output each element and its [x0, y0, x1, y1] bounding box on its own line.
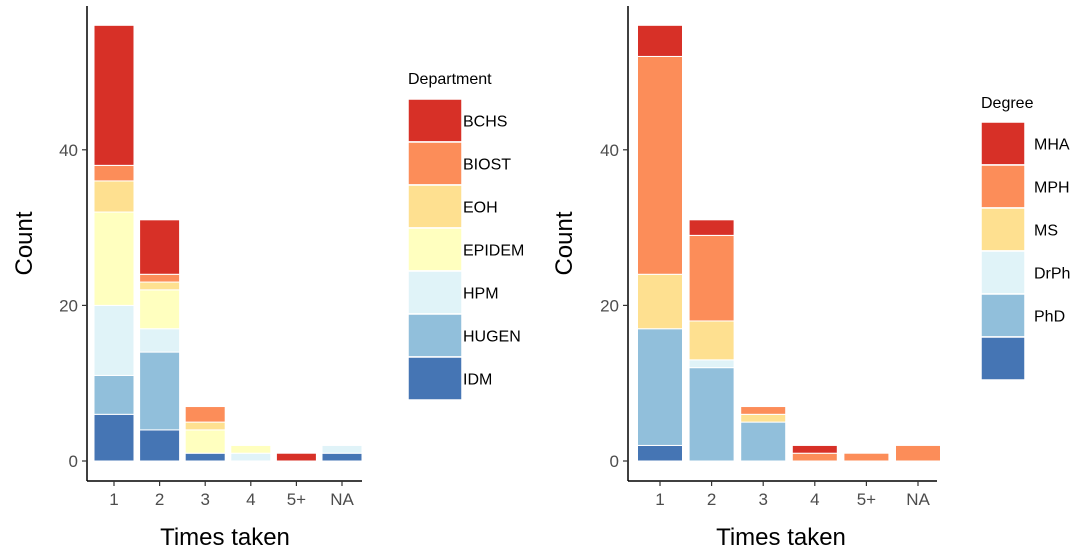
y-tick-label: 0	[610, 452, 619, 471]
legend-key	[407, 141, 463, 186]
x-tick-label: NA	[330, 490, 354, 509]
legend-label: EPIDEM	[463, 243, 524, 260]
bar-segment	[139, 273, 181, 283]
legend-key	[980, 293, 1026, 338]
bar-segment	[275, 452, 317, 462]
legend-key	[980, 121, 1026, 166]
legend-label: PhD	[1034, 309, 1065, 326]
y-axis-title: Count	[551, 211, 578, 275]
legend-key	[980, 207, 1026, 252]
bar-segment	[184, 406, 226, 423]
x-tick-label: 3	[758, 490, 767, 509]
legend-key	[407, 356, 463, 401]
legend-key	[980, 336, 1026, 381]
bar-segment	[637, 24, 683, 57]
bar-segment	[843, 452, 890, 462]
legend-label: BCHS	[463, 114, 507, 131]
bar-segment	[688, 219, 735, 236]
legend: Degree MHA MPH MS DrPh PhD	[980, 95, 1070, 381]
bar-segment	[688, 359, 735, 369]
legend-label: HUGEN	[463, 329, 521, 346]
bar-segment	[637, 55, 683, 275]
bar-segment	[93, 211, 135, 306]
bar-segment	[184, 429, 226, 454]
legend-label: BIOST	[463, 157, 511, 174]
bar-segment	[184, 452, 226, 462]
bar-segment	[321, 444, 363, 454]
legend-key	[980, 164, 1026, 209]
bar-segment	[688, 320, 735, 361]
x-tick-label: 4	[246, 490, 255, 509]
legend-key	[407, 313, 463, 358]
bar-segment	[321, 452, 363, 462]
y-tick-label: 20	[600, 296, 619, 315]
bar-segment	[230, 444, 272, 454]
y-tick-label: 40	[600, 141, 619, 160]
legend: Department BCHS BIOST EOH EPIDEM HPM HUGEN IDM	[407, 71, 524, 401]
legend-label: EOH	[463, 200, 498, 217]
degree-chart-panel: 0 20 40 1 2 3 4 5+ NA Times taken Count Degree MHA MP…	[551, 6, 1070, 551]
legend-label: MS	[1034, 223, 1058, 240]
bar-segment	[139, 351, 181, 431]
bar-segment	[740, 413, 787, 423]
bar-segment	[139, 429, 181, 462]
x-tick-label: 2	[707, 490, 716, 509]
x-tick-label: 1	[655, 490, 664, 509]
x-tick-label: 2	[155, 490, 164, 509]
x-axis-title: Times taken	[716, 524, 846, 551]
bar-segment	[791, 444, 838, 454]
bar-segment	[93, 413, 135, 462]
x-tick-label: 5+	[857, 490, 876, 509]
legend-label: MPH	[1034, 180, 1070, 197]
bar-segment	[93, 24, 135, 166]
bar-segment	[93, 180, 135, 213]
bar-segment	[740, 406, 787, 415]
x-tick-label: 4	[810, 490, 819, 509]
y-tick-label: 0	[69, 452, 78, 471]
y-axis-title: Count	[11, 211, 38, 275]
bar-segment	[93, 374, 135, 415]
x-tick-label: 1	[109, 490, 118, 509]
bar-segment	[184, 421, 226, 431]
legend-title: Degree	[981, 95, 1034, 112]
bar-segment	[791, 452, 838, 462]
x-axis-title: Times taken	[160, 524, 290, 551]
legend-key	[407, 270, 463, 315]
legend-label: DrPh	[1034, 266, 1070, 283]
bar-segment	[688, 367, 735, 462]
x-tick-label: 5+	[287, 490, 306, 509]
legend-key	[407, 227, 463, 272]
bar-segment	[740, 421, 787, 462]
legend-key	[980, 250, 1026, 295]
legend-key	[407, 184, 463, 229]
bar-segment	[637, 328, 683, 446]
bar-segment	[637, 444, 683, 462]
bar-segment	[93, 164, 135, 182]
y-tick-label: 20	[59, 296, 78, 315]
legend-label: HPM	[463, 286, 499, 303]
legend-label: IDM	[463, 372, 492, 389]
department-chart-panel: 0 20 40 1 2 3 4 5+ NA Times taken Count Department B…	[11, 6, 524, 551]
legend-title: Department	[408, 71, 492, 88]
bar-segment	[637, 273, 683, 330]
bar-segment	[139, 289, 181, 330]
bar-segment	[688, 234, 735, 322]
bar-segment	[139, 281, 181, 291]
bar-segment	[895, 444, 941, 462]
legend-label: MHA	[1034, 137, 1070, 154]
x-tick-label: NA	[906, 490, 930, 509]
bar-segment	[139, 219, 181, 275]
legend-key	[407, 98, 463, 143]
bar-segment	[230, 452, 272, 462]
bar-segment	[139, 328, 181, 353]
bar-segment	[93, 304, 135, 376]
x-tick-label: 3	[200, 490, 209, 509]
y-tick-label: 40	[59, 141, 78, 160]
